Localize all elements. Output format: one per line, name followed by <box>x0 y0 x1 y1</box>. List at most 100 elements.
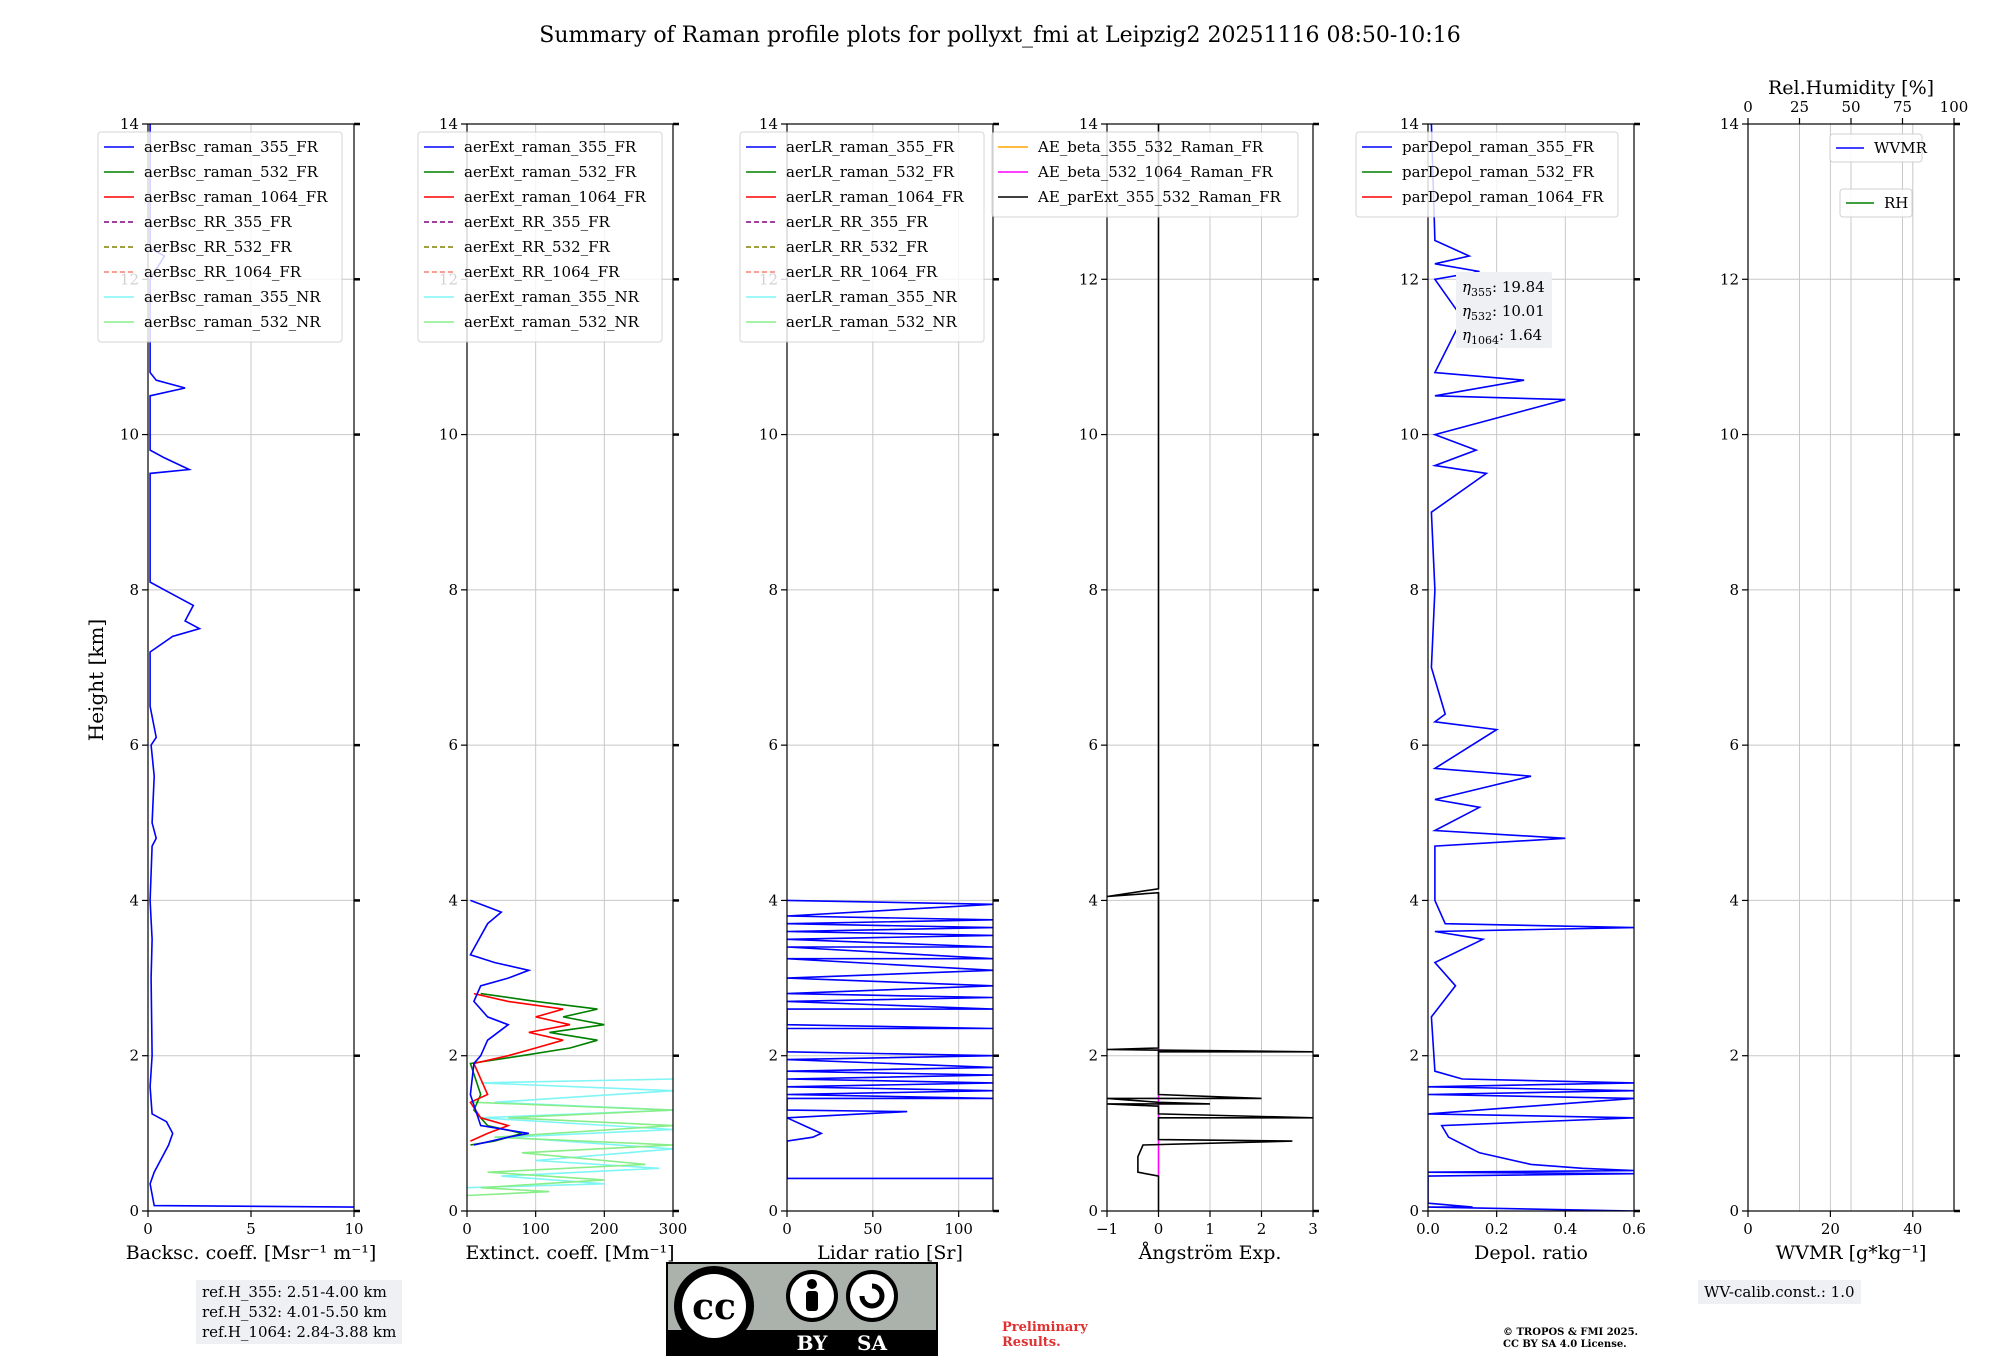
x-tick-label: 0 <box>1154 1220 1164 1238</box>
x-tick-label: 5 <box>246 1220 256 1238</box>
legend-label: aerLR_raman_532_NR <box>786 313 957 331</box>
y-tick-label: 2 <box>1729 1047 1739 1065</box>
series-aerLR_raman_355_FR <box>787 899 993 1180</box>
legend-label: aerBsc_RR_1064_FR <box>144 263 302 281</box>
legend-label: AE_parExt_355_532_Raman_FR <box>1037 188 1282 206</box>
series-group <box>1428 124 1634 1211</box>
x-axis-label: Backsc. coeff. [Msr⁻¹ m⁻¹] <box>126 1242 377 1264</box>
wv-calib-box: WV-calib.const.: 1.0 <box>1698 1280 1861 1304</box>
y-tick-label: 8 <box>129 581 139 599</box>
top-x-tick-label: 75 <box>1893 98 1912 116</box>
y-tick-label: 0 <box>448 1202 458 1220</box>
y-tick-label: 8 <box>448 581 458 599</box>
y-tick-label: 0 <box>1729 1202 1739 1220</box>
preliminary-note: Preliminary Results. <box>1002 1320 1088 1350</box>
legend-label: aerExt_raman_355_FR <box>464 138 637 156</box>
x-tick-label: 10 <box>344 1220 363 1238</box>
legend-label: aerLR_raman_355_FR <box>786 138 955 156</box>
y-tick-label: 2 <box>768 1047 778 1065</box>
legend-label: aerBsc_raman_532_FR <box>144 163 319 181</box>
top-x-tick-label: 100 <box>1940 98 1969 116</box>
eta-symbol: η <box>1462 278 1471 296</box>
axes-frame <box>466 123 674 1212</box>
y-tick-label: 10 <box>1400 426 1419 444</box>
badge-by-text: BY <box>797 1331 829 1355</box>
y-tick-label: 14 <box>1720 115 1739 133</box>
y-tick-label: 4 <box>129 891 139 909</box>
y-tick-label: 8 <box>1088 581 1098 599</box>
y-tick-label: 6 <box>1729 736 1739 754</box>
legend-label: WVMR <box>1874 139 1928 157</box>
y-tick-label: 12 <box>1720 270 1739 288</box>
eta-symbol: η <box>1462 326 1471 344</box>
legend-label: aerLR_raman_355_NR <box>786 288 957 306</box>
axes-frame <box>1427 123 1635 1212</box>
y-tick-label: 8 <box>768 581 778 599</box>
legend-label: aerLR_RR_355_FR <box>786 213 928 231</box>
y-tick-label: 6 <box>1409 736 1419 754</box>
legend-box <box>1839 188 1913 218</box>
legend-label: parDepol_raman_1064_FR <box>1402 188 1604 206</box>
series-aerExt_raman_532_NR <box>467 1101 673 1197</box>
y-tick-label: 4 <box>768 891 778 909</box>
reference-heights-box: ref.H_355: 2.51-4.00 km ref.H_532: 4.01-… <box>196 1280 403 1344</box>
series-aerBsc_raman_355_FR <box>149 124 354 1208</box>
eta-number: : 19.84 <box>1492 278 1545 296</box>
legend-label: parDepol_raman_355_FR <box>1402 138 1595 156</box>
y-tick-label: 12 <box>1400 270 1419 288</box>
x-tick-label: 0.4 <box>1553 1220 1577 1238</box>
y-tick-label: 10 <box>1079 426 1098 444</box>
legend-label: aerExt_raman_1064_FR <box>464 188 646 206</box>
legend-label: aerExt_raman_355_NR <box>464 288 640 306</box>
y-tick-label: 2 <box>1409 1047 1419 1065</box>
preliminary-line-1: Preliminary <box>1002 1320 1088 1335</box>
copyright-line-2: CC BY SA 4.0 License. <box>1503 1339 1627 1350</box>
panel-depol: 0 2 4 6 8 10 12 14 0.0 0.2 0.4 0.6 Depol. ratio parDe… <box>1355 115 1646 1264</box>
y-tick-label: 10 <box>439 426 458 444</box>
legend-label: aerExt_RR_355_FR <box>464 213 611 231</box>
x-tick-label: 0 <box>143 1220 153 1238</box>
eta-number: : 1.64 <box>1499 326 1542 344</box>
top-x-tick-label: 0 <box>1743 98 1753 116</box>
x-tick-label: 0.2 <box>1485 1220 1509 1238</box>
legend-box <box>417 131 663 343</box>
legend-label: aerBsc_RR_532_FR <box>144 238 292 256</box>
series-group <box>787 899 993 1180</box>
legend-box <box>1355 131 1619 218</box>
y-tick-label: 10 <box>120 426 139 444</box>
y-tick-label: 4 <box>1409 891 1419 909</box>
legend-label: aerLR_RR_532_FR <box>786 238 928 256</box>
legend-box <box>991 131 1299 218</box>
y-tick-label: 0 <box>129 1202 139 1220</box>
legend-label: aerExt_raman_532_NR <box>464 313 640 331</box>
x-tick-label: 0 <box>782 1220 792 1238</box>
y-tick-label: 14 <box>120 115 139 133</box>
wv-calib-text: WV-calib.const.: 1.0 <box>1704 1283 1855 1301</box>
top-x-tick-label: 25 <box>1790 98 1809 116</box>
y-tick-label: 12 <box>1079 270 1098 288</box>
y-tick-label: 8 <box>1729 581 1739 599</box>
legend-label: aerLR_RR_1064_FR <box>786 263 938 281</box>
eta-box <box>1456 272 1552 348</box>
legend-box <box>739 131 985 343</box>
ref-height-355: ref.H_355: 2.51-4.00 km <box>202 1283 387 1301</box>
x-tick-label: 1 <box>1205 1220 1215 1238</box>
cc-license-badge: cc BY SA <box>666 1262 938 1356</box>
legend-label: parDepol_raman_532_FR <box>1402 163 1595 181</box>
y-tick-label: 4 <box>1088 891 1098 909</box>
x-tick-label: 3 <box>1308 1220 1318 1238</box>
y-tick-label: 14 <box>1079 115 1098 133</box>
legend-label: aerLR_raman_532_FR <box>786 163 955 181</box>
cc-circle-icon <box>682 1274 746 1338</box>
legend-label: aerExt_raman_532_FR <box>464 163 637 181</box>
y-tick-label: 0 <box>1088 1202 1098 1220</box>
y-tick-label: 2 <box>129 1047 139 1065</box>
x-axis-label: Ångström Exp. <box>1138 1242 1282 1264</box>
y-tick-label: 2 <box>1088 1047 1098 1065</box>
x-tick-label: 40 <box>1903 1220 1922 1238</box>
y-tick-label: 14 <box>439 115 458 133</box>
panel-bsc: 024681012140510Backsc. coeff. [Msr⁻¹ m⁻¹… <box>97 115 377 1264</box>
